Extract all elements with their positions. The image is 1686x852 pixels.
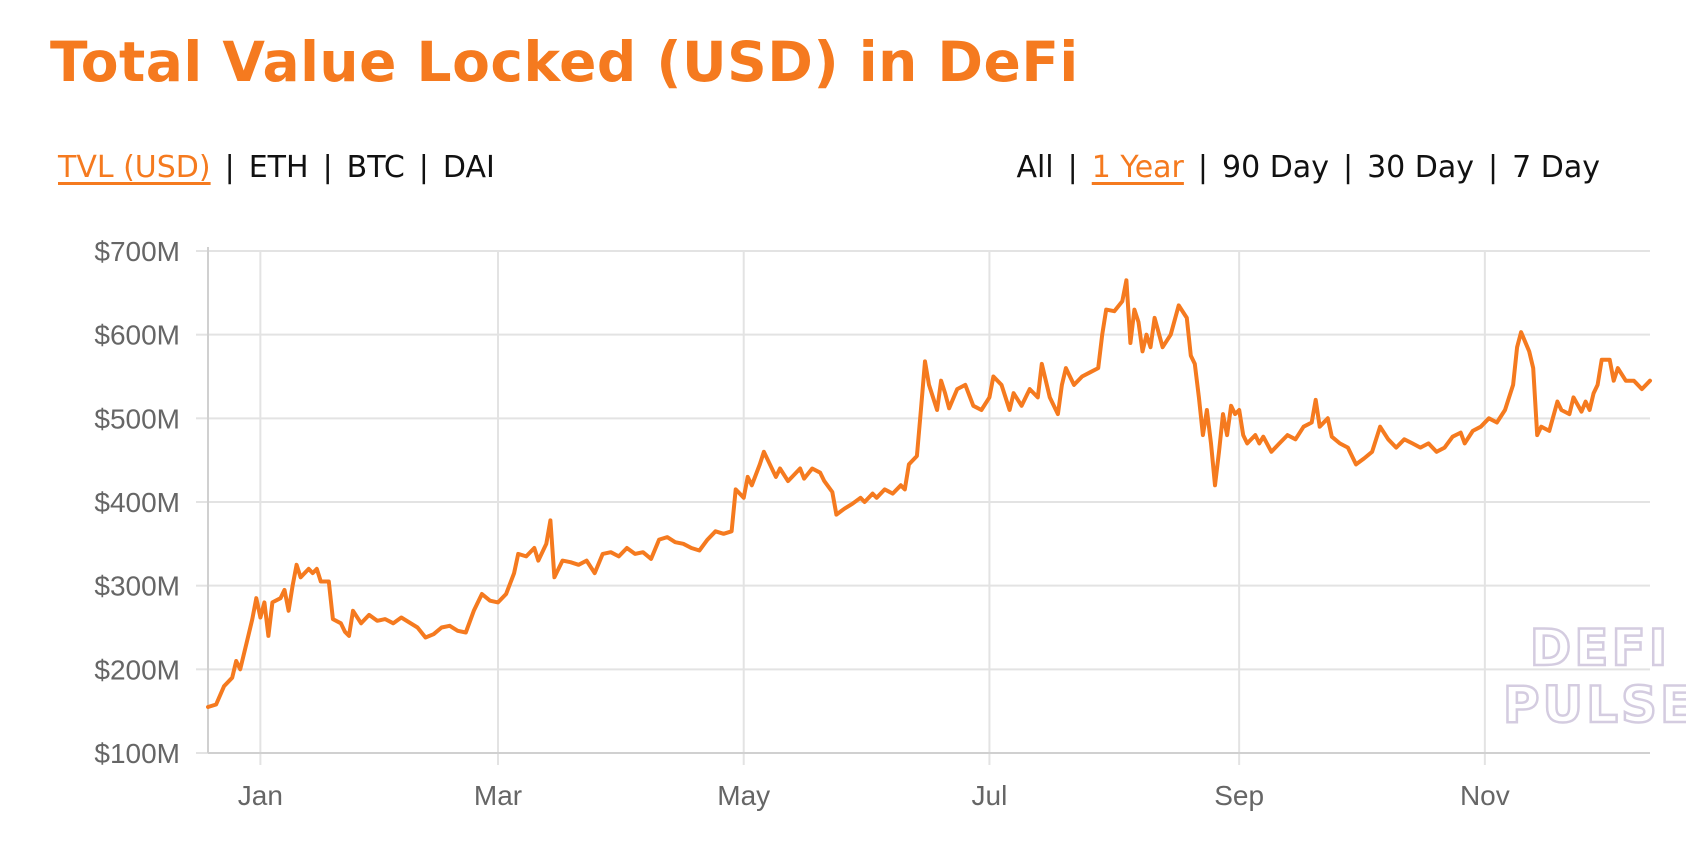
y-tick-label: $100M [94, 738, 180, 769]
tab-dai[interactable]: DAI [442, 150, 495, 185]
x-tick-label: Jul [972, 780, 1008, 811]
tab-btc[interactable]: BTC [346, 150, 405, 185]
tab-30-day[interactable]: 30 Day [1367, 150, 1475, 185]
x-axis: Jan Mar May Jul Sep Nov [208, 752, 1650, 811]
y-tick-label: $400M [94, 487, 180, 518]
tab-tvl-usd[interactable]: TVL (USD) [58, 150, 211, 185]
tvl-series-line [206, 278, 1652, 709]
x-tick-label: Mar [474, 780, 522, 811]
grid-lines [208, 250, 1650, 754]
x-tick-label: Nov [1460, 780, 1510, 811]
tab-1-year[interactable]: 1 Year [1091, 150, 1184, 185]
y-tick-label: $300M [94, 571, 180, 602]
tab-separator: | [1342, 150, 1354, 185]
x-tick-label: Sep [1214, 780, 1264, 811]
x-tick-label: May [717, 780, 770, 811]
tab-90-day[interactable]: 90 Day [1222, 150, 1329, 185]
y-tick-label: $700M [94, 236, 180, 267]
watermark-line-2: PULSE [1503, 676, 1686, 734]
watermark-line-1: DEFI [1530, 619, 1670, 677]
range-tabs: All | 1 Year | 90 Day | 30 Day | 7 Day [1016, 150, 1600, 185]
tab-separator: | [1488, 150, 1499, 185]
metric-tabs: TVL (USD) | ETH | BTC | DAI [58, 150, 495, 185]
tab-separator: | [418, 150, 429, 185]
defi-pulse-watermark: DEFI PULSE [1502, 618, 1686, 736]
y-tick-label: $200M [94, 654, 180, 685]
tab-7-day[interactable]: 7 Day [1512, 150, 1600, 185]
tvl-line-chart: DEFI PULSE $100M $200M $300M $400M $500M $600… [94, 236, 1686, 811]
y-axis: $100M $200M $300M $400M $500M $600M $700M [94, 236, 209, 769]
y-tick-label: $500M [94, 403, 180, 434]
tab-eth[interactable]: ETH [248, 150, 309, 185]
tab-separator: | [322, 150, 333, 185]
chart-title: Total Value Locked (USD) in DeFi [50, 30, 1079, 94]
tab-separator: | [1067, 150, 1078, 185]
y-tick-label: $600M [94, 320, 180, 351]
tab-all[interactable]: All [1016, 150, 1054, 185]
tab-separator: | [1197, 150, 1208, 185]
x-tick-label: Jan [238, 780, 283, 811]
tab-separator: | [224, 150, 235, 185]
